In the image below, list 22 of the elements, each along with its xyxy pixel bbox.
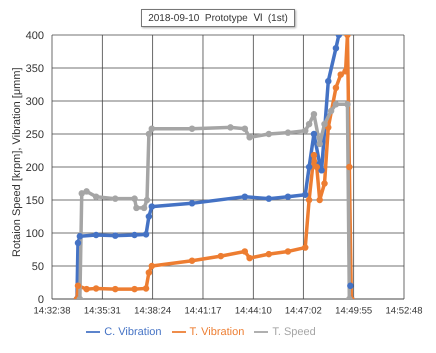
x-tick-label: 14:47:02 — [284, 306, 322, 317]
x-tick-label: 14:44:10 — [234, 306, 272, 317]
x-tick-label: 14:32:38 — [34, 306, 70, 317]
x-tick-label: 14:38:24 — [134, 306, 172, 317]
y-tick-label: 250 — [26, 128, 44, 141]
y-tick-label: 0 — [38, 294, 44, 306]
y-tick-label: 300 — [26, 96, 44, 108]
legend-label: T. Speed — [272, 326, 316, 338]
y-tick-label: 400 — [26, 30, 44, 42]
x-tick-label: 14:52:48 — [386, 306, 422, 317]
y-tick-label: 350 — [26, 62, 44, 75]
chart-title: 2018-09-10 Prototype Ⅵ (1st) — [141, 9, 295, 27]
y-tick-label: 100 — [26, 228, 44, 240]
y-tick-label: 150 — [26, 194, 44, 207]
x-tick-label: 14:41:17 — [184, 306, 222, 317]
x-tick-label: 14:49:55 — [335, 306, 372, 317]
y-tick-label: 50 — [32, 260, 44, 273]
legend-label: C. Vibration — [104, 326, 162, 338]
y-axis-title: Rotaion Speed [krpm], Vibration [μmm] — [10, 67, 23, 257]
legend-label: T. Vibration — [190, 326, 244, 338]
x-tick-label: 14:35:31 — [84, 306, 121, 317]
y-tick-label: 200 — [26, 162, 44, 174]
